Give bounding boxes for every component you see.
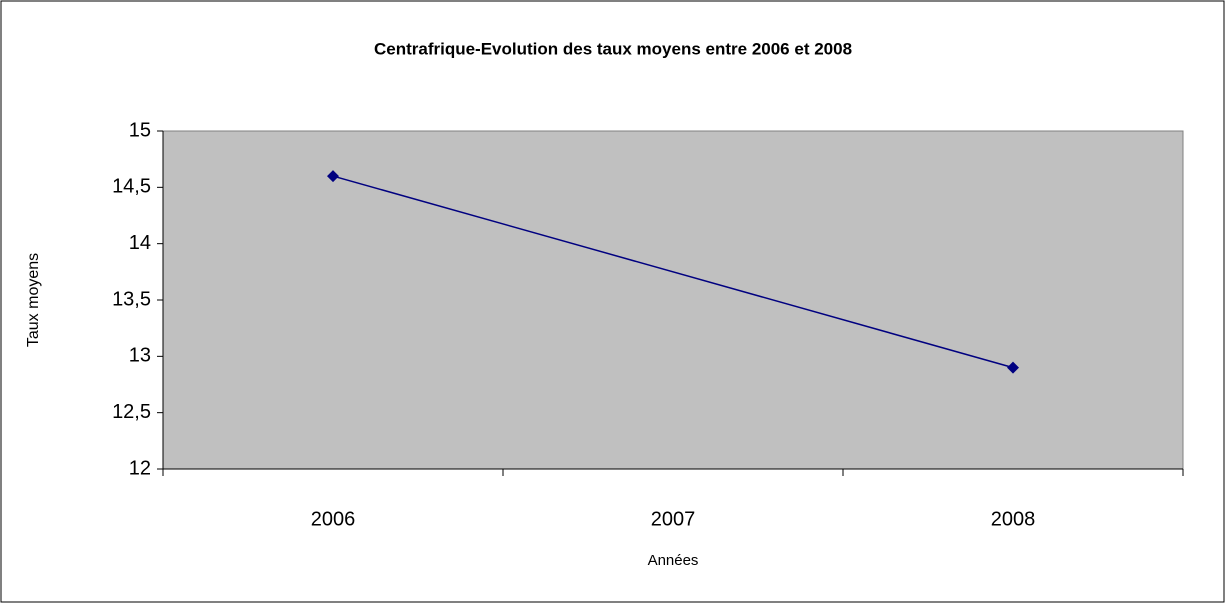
y-tick-label: 14,5 (112, 176, 151, 198)
x-tick-label: 2008 (991, 508, 1036, 530)
x-tick-label: 2006 (311, 508, 356, 530)
y-tick-label: 15 (129, 119, 151, 141)
y-tick-label: 12,5 (112, 401, 151, 423)
series-line (332, 175, 1014, 369)
x-axis-label: Années (648, 552, 699, 569)
data-point (327, 170, 339, 183)
plot-area (162, 130, 1184, 470)
x-tick-label: 2007 (651, 508, 696, 530)
y-axis-label: Taux moyens (25, 253, 42, 347)
y-tick-label: 12 (129, 457, 151, 479)
data-point (1007, 361, 1019, 374)
y-tick-label: 14 (129, 232, 151, 254)
y-tick-label: 13,5 (112, 288, 151, 310)
chart-title: Centrafrique-Evolution des taux moyens e… (374, 39, 852, 58)
y-tick-label: 13 (129, 345, 151, 367)
